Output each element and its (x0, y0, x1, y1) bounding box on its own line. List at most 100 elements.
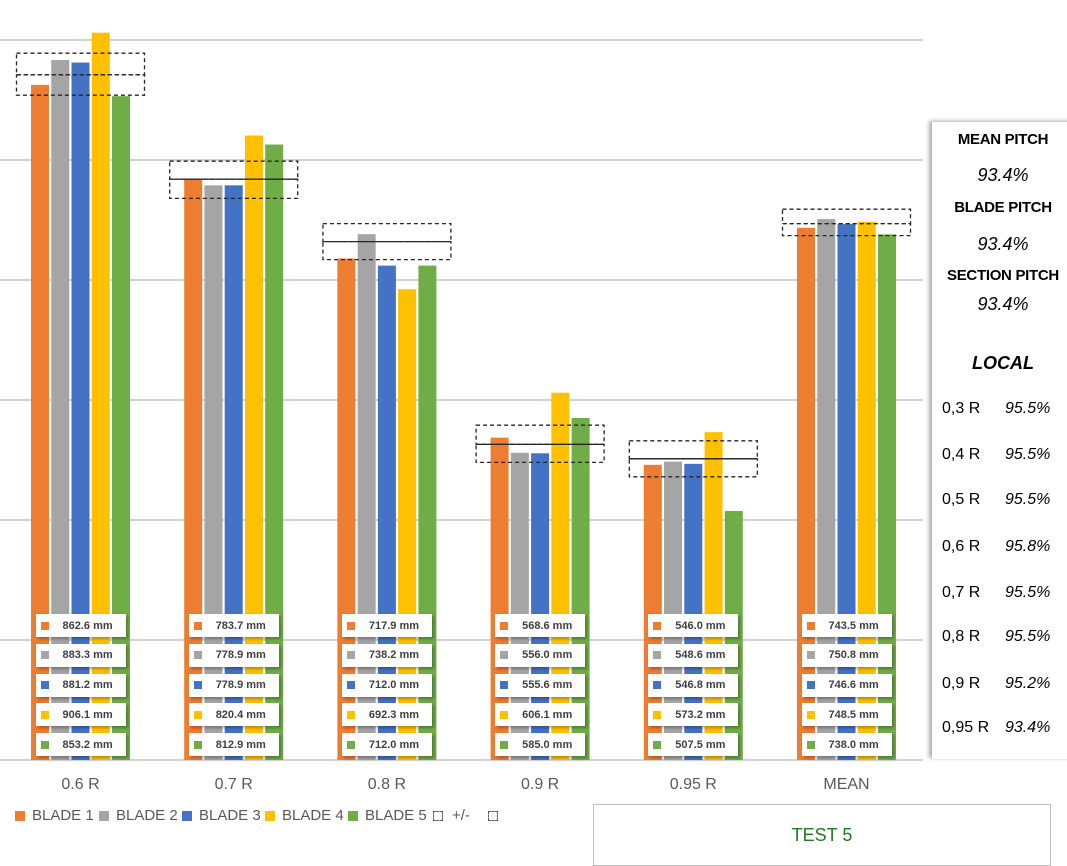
data-label-marker (40, 651, 49, 660)
tolerance-band-lower (15, 74, 146, 96)
legend-item-blade-4: BLADE 4 (265, 807, 344, 825)
data-label-marker (653, 651, 662, 660)
x-tick-label: 0.8 R (367, 776, 407, 793)
data-label-marker (346, 651, 355, 660)
data-label-text: 585.0 mm (522, 738, 573, 751)
data-label-text: 862.6 mm (62, 619, 113, 632)
local-row-label: 0,4 R (942, 446, 981, 463)
section-pitch-value: 93.4% (977, 294, 1029, 314)
data-label-marker (500, 621, 509, 630)
data-label-marker (193, 621, 202, 630)
tolerance-band-lower (322, 240, 452, 261)
local-row-label: 0,8 R (942, 628, 981, 645)
data-label-marker (346, 710, 355, 719)
data-label-text: 883.3 mm (62, 649, 113, 662)
data-label-marker (193, 681, 202, 689)
local-row-value: 95.8% (1005, 538, 1051, 555)
data-label-marker (346, 621, 355, 630)
data-label-text: 573.2 mm (675, 708, 726, 721)
data-label-marker (346, 681, 355, 689)
legend-marker-dashed-box (433, 811, 443, 821)
data-label-marker (193, 710, 202, 719)
test-title-box: TEST 5 (593, 804, 1051, 866)
data-label-text: 743.5 mm (828, 619, 879, 632)
data-label-text: 555.6 mm (522, 679, 573, 691)
legend-marker-square (99, 811, 109, 821)
data-label-text: 548.6 mm (675, 649, 726, 662)
data-label-marker (193, 651, 202, 660)
local-row-label: 0,7 R (942, 584, 981, 601)
data-label: 556.0 mm (495, 643, 586, 667)
data-label: 546.0 mm (648, 614, 739, 637)
x-tick-label: 0.7 R (214, 776, 253, 793)
bar-blade-4 (244, 135, 263, 760)
local-row-label: 0,3 R (942, 400, 981, 417)
legend-item-blade-2: BLADE 2 (99, 807, 178, 825)
data-label: 783.7 mm (188, 614, 279, 637)
data-label-marker (806, 651, 815, 660)
data-label-text: 748.5 mm (828, 708, 879, 721)
tolerance-band-upper (781, 208, 912, 225)
legend-label: +/- (452, 807, 470, 824)
local-row: 0,7 R 95.5% (932, 583, 1067, 603)
data-label-text: 812.9 mm (215, 738, 266, 751)
local-row-value: 95.2% (1005, 675, 1051, 692)
data-label: 555.6 mm (495, 673, 586, 697)
x-tick-label: 0.9 R (520, 776, 560, 793)
local-row-label: 0,6 R (942, 538, 981, 555)
local-row-value: 95.5% (1005, 491, 1051, 508)
data-label-marker (806, 681, 815, 689)
data-label: 906.1 mm (35, 703, 126, 727)
data-label-text: 738.2 mm (368, 649, 420, 662)
data-label: 778.9 mm (188, 673, 279, 697)
data-label-marker (40, 740, 49, 749)
legend-item-blade-5: BLADE 5 (348, 807, 427, 825)
tolerance-band-upper (322, 222, 452, 243)
data-label-text: 853.2 mm (62, 738, 113, 751)
data-label-text: 507.5 mm (675, 738, 726, 751)
legend-marker-square (265, 811, 275, 821)
local-row: 0,3 R 95.5% (932, 399, 1067, 419)
local-row: 0,8 R 95.5% (932, 627, 1067, 647)
data-label-text: 783.7 mm (215, 619, 266, 632)
local-row-value: 93.4% (1005, 719, 1051, 736)
local-row: 0,4 R 95.5% (932, 445, 1067, 465)
bar-blade-4 (551, 392, 570, 760)
local-row-value: 95.5% (1005, 400, 1051, 417)
local-row: 0,95 R 93.4% (932, 718, 1067, 738)
bar-blade-4 (91, 32, 110, 761)
legend-label: BLADE 1 (32, 807, 94, 824)
local-row-label: 0,9 R (942, 675, 981, 692)
data-label-marker (806, 710, 815, 719)
data-label-marker (653, 740, 662, 749)
data-label-text: 546.0 mm (675, 619, 726, 632)
data-label: 738.0 mm (801, 733, 892, 756)
data-label: 820.4 mm (188, 703, 279, 727)
local-row: 0,9 R 95.2% (932, 674, 1067, 694)
data-label: 881.2 mm (35, 673, 126, 697)
data-label: 712.0 mm (341, 673, 432, 697)
tolerance-band-lower (781, 222, 912, 237)
data-label-marker (806, 740, 815, 749)
data-label-marker (346, 740, 355, 749)
bar-blade-3 (71, 62, 90, 761)
pitch-bar-chart (0, 32, 923, 761)
bar-blade-2 (51, 60, 70, 761)
bar-blade-4 (398, 289, 417, 760)
data-label-marker (40, 621, 49, 630)
local-row: 0,6 R 95.8% (932, 537, 1067, 557)
data-label: 573.2 mm (648, 703, 739, 727)
tolerance-band-upper (628, 440, 758, 460)
data-label: 746.6 mm (801, 673, 892, 697)
legend: BLADE 1 BLADE 2 BLADE 3 BLADE 4 BLADE 5 … (0, 807, 600, 827)
data-label-text: 606.1 mm (522, 708, 573, 721)
data-label: 548.6 mm (648, 643, 739, 667)
local-row: 0,5 R 95.5% (932, 490, 1067, 510)
legend-marker-square (182, 811, 192, 821)
mean-pitch-value: 93.4% (977, 165, 1029, 185)
data-label-text: 717.9 mm (368, 619, 420, 632)
data-label: 585.0 mm (495, 733, 586, 756)
data-label: 546.8 mm (648, 673, 739, 697)
legend-item-tolerance-upper: +/- (433, 807, 470, 825)
local-row-value: 95.5% (1005, 628, 1051, 645)
